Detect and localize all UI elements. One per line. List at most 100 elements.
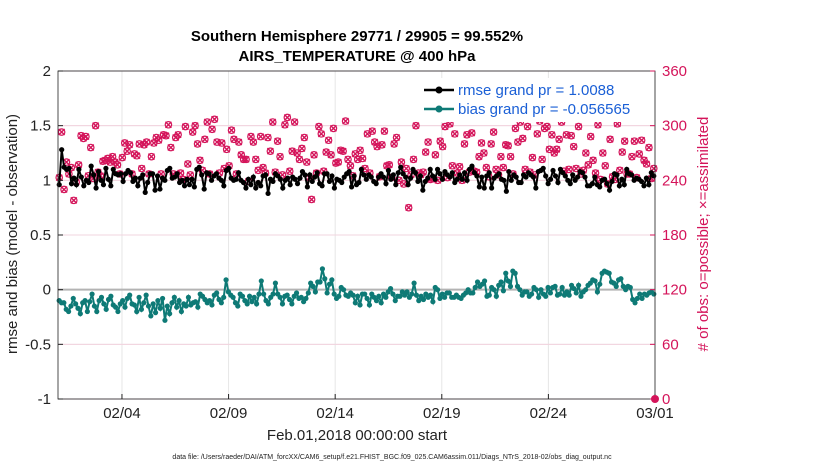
bias-marker <box>517 287 523 293</box>
bias-marker <box>122 304 128 310</box>
obs-assimilated-marker <box>240 155 248 163</box>
obs-assimilated-marker <box>390 140 398 148</box>
obs-assimilated-marker <box>327 151 335 159</box>
obs-possible-marker <box>203 118 212 126</box>
bias-marker <box>430 299 436 305</box>
bias-marker <box>77 311 83 317</box>
obs-possible-marker <box>504 141 512 150</box>
bias-marker <box>152 310 159 316</box>
obs-possible-marker <box>523 122 532 131</box>
obs-assimilated-marker <box>325 136 333 144</box>
rmse-marker <box>226 165 232 171</box>
rmse-marker <box>135 183 141 189</box>
rmse-marker <box>437 171 443 177</box>
obs-possible-marker <box>307 195 316 204</box>
obs-possible-marker <box>315 122 323 131</box>
obs-possible-marker <box>450 130 459 138</box>
obs-assimilated-marker <box>368 127 376 135</box>
bias-marker <box>167 311 173 317</box>
bias-marker <box>434 287 441 293</box>
bias-marker <box>143 292 149 298</box>
bias-marker <box>331 291 337 297</box>
obs-possible-marker <box>142 138 151 146</box>
obs-possible-marker <box>334 158 343 166</box>
obs-possible-marker <box>298 144 306 153</box>
bias-marker <box>73 301 79 307</box>
bias-marker <box>174 304 180 310</box>
obs-assimilated-marker <box>538 155 546 163</box>
rmse-marker <box>199 172 205 178</box>
obs-possible-marker <box>295 155 304 164</box>
obs-possible-marker <box>419 168 428 176</box>
obs-assimilated-marker <box>60 185 68 193</box>
x-tick-label: 02/04 <box>103 405 141 422</box>
bias-marker <box>157 305 163 311</box>
rmse-marker <box>518 179 524 186</box>
bias-marker <box>256 291 262 297</box>
rmse-marker <box>602 176 608 182</box>
bias-marker <box>87 299 93 305</box>
obs-possible-marker <box>392 133 401 142</box>
rmse-marker <box>184 176 190 182</box>
obs-assimilated-marker <box>378 141 386 149</box>
bias-marker <box>293 290 300 296</box>
obs-assimilated-marker <box>133 152 141 160</box>
obs-possible-marker <box>164 120 173 129</box>
obs-possible-marker <box>620 137 629 145</box>
obs-assimilated-marker <box>283 113 291 121</box>
bias-marker <box>289 301 295 307</box>
bias-marker <box>148 313 154 319</box>
rmse-marker <box>105 176 111 182</box>
y2-tick-label: 360 <box>662 63 687 80</box>
obs-possible-marker <box>227 126 236 135</box>
bias-marker <box>115 308 121 315</box>
obs-assimilated-marker <box>618 148 626 156</box>
rmse-marker <box>243 185 249 191</box>
rmse-marker <box>496 171 502 177</box>
bias-marker <box>65 308 72 315</box>
obs-possible-marker <box>628 152 636 161</box>
rmse-marker <box>329 173 335 179</box>
rmse-marker <box>476 184 482 190</box>
rmse-marker <box>393 182 399 188</box>
rmse-marker <box>196 164 202 170</box>
obs-possible-marker <box>378 141 386 149</box>
rmse-marker <box>213 171 220 177</box>
bias-marker <box>538 287 544 293</box>
obs-possible-marker <box>482 163 491 172</box>
bias-marker <box>505 278 511 284</box>
obs-possible-marker <box>380 127 389 135</box>
obs-assimilated-marker <box>344 155 352 163</box>
rmse-marker <box>363 176 369 182</box>
obs-possible-marker <box>82 132 90 141</box>
bias-marker <box>239 293 246 299</box>
obs-assimilated-marker <box>456 163 464 171</box>
bias-marker <box>141 300 147 306</box>
rmse-marker <box>489 185 495 191</box>
obs-assimilated-marker <box>439 143 447 151</box>
rmse-marker <box>464 177 470 183</box>
bias-marker <box>427 292 434 298</box>
rmse-marker <box>319 183 325 189</box>
obs-assimilated-marker <box>511 124 519 132</box>
bias-marker <box>89 291 95 297</box>
obs-possible-marker <box>268 118 277 126</box>
y2-tick-label: 120 <box>662 282 687 299</box>
obs-assimilated-marker <box>208 125 216 133</box>
rmse-marker <box>474 173 480 179</box>
obs-possible-marker <box>421 148 430 156</box>
rmse-marker <box>454 176 460 182</box>
bias-marker <box>350 292 356 298</box>
obs-possible-marker <box>181 122 190 131</box>
rmse-marker <box>118 171 124 177</box>
rmse-marker <box>304 184 310 190</box>
obs-possible-marker <box>438 142 447 151</box>
obs-assimilated-marker <box>477 139 485 147</box>
obs-assimilated-marker <box>565 165 573 173</box>
bias-marker <box>411 280 417 286</box>
bias-marker <box>364 295 370 302</box>
bias-marker <box>176 298 182 304</box>
bias-marker <box>249 299 255 305</box>
bias-marker <box>120 298 126 304</box>
